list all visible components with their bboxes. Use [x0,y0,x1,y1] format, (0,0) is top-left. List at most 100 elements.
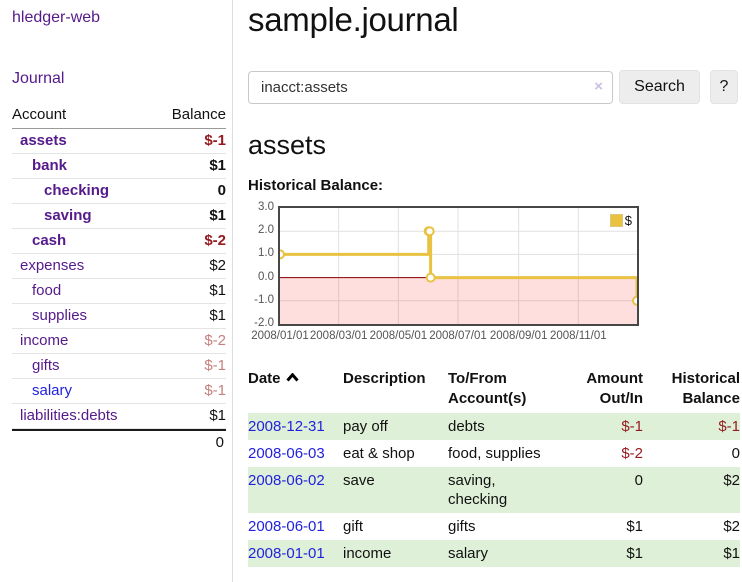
sidebar-item-journal[interactable]: Journal [12,70,65,87]
account-tree-row: food $1 [12,279,226,304]
balance-column-header: Balance [171,106,226,123]
register-row: 2008-06-01 gift gifts $1 $2 [248,513,740,540]
transaction-date-link[interactable]: 2008-12-31 [248,418,325,435]
account-balance: $1 [209,207,226,224]
data-point-marker [425,272,436,283]
account-balance: $-1 [204,132,226,149]
header-accounts: To/From Account(s) [448,370,527,407]
transaction-amount: $-2 [621,445,643,462]
page-title: sample.journal [248,1,459,38]
account-link[interactable]: checking [44,182,110,199]
x-axis-tick-label: 2008/07/01 [429,330,487,342]
y-axis-tick-label: 1.0 [258,247,274,260]
transaction-amount: $1 [626,545,643,562]
transaction-date-link[interactable]: 2008-06-01 [248,518,325,535]
account-tree-row: saving $1 [12,204,226,229]
main-content: sample.journal × Search ? assets Histori… [248,0,740,567]
register-row: 2008-12-31 pay off debts $-1 $-1 [248,413,740,440]
chart-label: Historical Balance: [248,177,384,194]
chart-legend: $ [608,213,633,228]
sidebar: hledger-web Journal Account Balance asse… [12,0,226,455]
x-axis-tick-label: 2008/11/01 [549,330,607,342]
clear-search-icon[interactable]: × [594,77,603,95]
help-button[interactable]: ? [710,70,738,104]
y-axis-tick-label: 3.0 [258,201,274,213]
y-axis-tick-label: 0.0 [258,270,274,283]
register-row: 2008-01-01 income salary $1 $1 [248,540,740,567]
account-balance: $-2 [204,232,226,249]
account-tree-row: cash $-2 [12,229,226,254]
transaction-date-link[interactable]: 2008-01-01 [248,545,325,562]
transaction-amount: $1 [626,518,643,535]
account-link[interactable]: bank [32,157,68,174]
account-balance: 0 [217,182,226,199]
search-form: × Search ? [248,70,740,104]
y-axis-tick-label: 2.0 [258,224,274,237]
account-tree-row: expenses $2 [12,254,226,279]
transaction-amount: $-1 [621,418,643,435]
sidebar-divider [232,0,233,582]
total-balance: 0 [215,434,224,451]
transaction-balance: $1 [723,545,740,562]
account-link[interactable]: supplies [32,307,88,324]
transaction-balance: 0 [731,445,740,462]
account-tree-row: supplies $1 [12,304,226,329]
register-header-row: Date Description To/From Account(s) Amou… [248,367,740,413]
account-link[interactable]: assets [20,132,67,149]
account-link[interactable]: gifts [32,357,60,374]
register-row: 2008-06-02 save saving, checking 0 $2 [248,467,740,513]
legend-swatch [609,214,623,227]
transaction-date-link[interactable]: 2008-06-03 [248,445,325,462]
header-description: Description [343,370,426,387]
chart-plot-area: $ [278,206,639,326]
account-balance: $1 [209,157,226,174]
account-column-header: Account [12,106,67,123]
sort-asc-icon [285,372,299,382]
historical-balance-chart: 3.0 2.0 1.0 0.0 -1.0 -2.0 $ 2008/01/01 2008/03… [248,201,668,348]
account-link[interactable]: salary [32,382,73,399]
transaction-accounts: debts [448,418,485,435]
account-link[interactable]: expenses [20,257,85,274]
account-tree-row: checking 0 [12,179,226,204]
account-balance: $1 [209,407,226,424]
search-input[interactable] [248,70,613,104]
transaction-description: eat & shop [343,445,415,462]
transaction-description: save [343,472,375,489]
y-axis-tick-label: -2.0 [254,317,274,329]
transaction-amount: 0 [634,472,643,489]
header-amount: Amount Out/In [586,370,643,407]
account-tree-header: Account Balance [12,104,226,129]
account-heading: assets [248,130,327,160]
header-date[interactable]: Date [248,369,343,409]
account-balance: $1 [209,307,226,324]
x-axis-tick-label: 2008/05/01 [369,330,428,342]
legend-label: $ [624,213,632,228]
transaction-balance: $2 [723,518,740,535]
transaction-accounts: gifts [448,518,476,535]
account-link[interactable]: saving [44,207,92,224]
account-balance: $-1 [204,357,226,374]
account-link[interactable]: liabilities:debts [20,407,118,424]
account-link[interactable]: income [20,332,69,349]
account-balance: $1 [209,282,226,299]
header-balance: Historical Balance [671,370,740,407]
chart-canvas [280,208,637,324]
account-balance: $-1 [204,382,226,399]
transaction-description: income [343,545,392,562]
account-tree: Account Balance assets $-1 bank $1 check… [12,104,226,455]
account-tree-row: assets $-1 [12,129,226,154]
account-tree-row: liabilities:debts $1 [12,404,226,429]
register-table: Date Description To/From Account(s) Amou… [248,367,740,567]
search-button[interactable]: Search [619,70,700,104]
transaction-accounts: salary [448,545,489,562]
transaction-description: pay off [343,418,388,435]
transaction-accounts: saving, checking [448,472,508,508]
account-tree-row: salary $-1 [12,379,226,404]
register-row: 2008-06-03 eat & shop food, supplies $-2… [248,440,740,467]
account-link[interactable]: food [32,282,62,299]
account-link[interactable]: cash [32,232,67,249]
brand-link[interactable]: hledger-web [12,9,101,26]
transaction-date-link[interactable]: 2008-06-02 [248,472,325,489]
data-point-marker [424,226,435,237]
account-balance: $2 [209,257,226,274]
